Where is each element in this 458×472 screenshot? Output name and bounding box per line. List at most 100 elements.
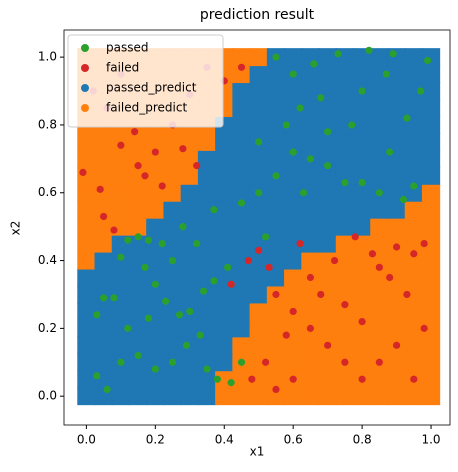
point (134, 351, 142, 360)
region-cell (404, 251, 423, 270)
point (417, 87, 425, 95)
point (96, 185, 104, 193)
region-cell (387, 65, 406, 84)
region-cell (128, 217, 148, 236)
region-cell (111, 336, 130, 355)
region-cell (318, 319, 337, 338)
region-cell (197, 302, 217, 321)
point (224, 263, 232, 271)
region-cell (335, 251, 354, 270)
point (93, 372, 101, 380)
region-cell (146, 319, 165, 338)
region-cell (421, 370, 441, 389)
region-cell (370, 99, 389, 117)
region-cell (421, 132, 441, 151)
region-cell (77, 149, 96, 168)
point (100, 294, 108, 302)
region-cell (163, 200, 182, 219)
region-cell (128, 319, 148, 338)
region-cell (163, 183, 182, 202)
region-cell (111, 319, 130, 338)
region-cell (387, 115, 406, 134)
point (272, 172, 280, 180)
region-cell (180, 387, 199, 406)
region-cell (301, 183, 320, 202)
region-cell (301, 285, 320, 304)
region-cell (353, 99, 372, 117)
region-cell (232, 200, 251, 219)
region-cell (180, 370, 199, 389)
point (237, 358, 246, 366)
x-axis-label: x1 (250, 445, 265, 459)
region-cell (128, 149, 148, 168)
point (341, 358, 349, 366)
point (199, 287, 208, 295)
region-cell (421, 217, 441, 236)
region-cell (421, 251, 441, 270)
region-cell (111, 268, 130, 287)
region-cell (353, 132, 372, 151)
point (399, 195, 408, 204)
region-cell (232, 319, 251, 338)
point (382, 70, 390, 78)
point (410, 250, 418, 258)
region-cell (284, 48, 303, 67)
point (324, 162, 332, 170)
region-cell (353, 200, 372, 219)
region-cell (284, 200, 303, 219)
region-cell (249, 217, 268, 236)
point (375, 263, 383, 271)
point (389, 50, 397, 58)
region-cell (318, 251, 337, 270)
point (420, 240, 428, 248)
region-cell (353, 65, 372, 84)
point (144, 314, 153, 322)
region-cell (163, 387, 182, 406)
point (237, 199, 246, 207)
region-cell (404, 183, 423, 202)
region-cell (421, 99, 441, 117)
region-cell (301, 353, 320, 372)
region-cell (163, 268, 182, 287)
x-tick-label: 0.0 (77, 433, 96, 447)
region-cell (266, 115, 286, 134)
region-cell (421, 353, 441, 372)
region-cell (215, 234, 234, 253)
region-cell (370, 217, 389, 236)
region-cell (163, 166, 182, 185)
region-cell (404, 65, 423, 84)
region-cell (335, 370, 354, 389)
region-cell (249, 82, 268, 101)
region-cell (387, 387, 406, 406)
region-cell (404, 166, 423, 185)
region-cell (353, 387, 372, 406)
region-cell (197, 149, 217, 168)
region-cell (249, 268, 268, 287)
legend-marker (81, 104, 89, 112)
region-cell (387, 268, 406, 287)
region-cell (318, 99, 337, 117)
region-cell (94, 200, 113, 219)
point (368, 250, 377, 258)
region-cell (404, 336, 423, 355)
point (193, 162, 201, 170)
region-cell (94, 251, 113, 270)
region-cell (404, 302, 423, 321)
region-cell (335, 115, 354, 134)
region-cell (318, 217, 337, 236)
region-cell (318, 353, 337, 372)
region-cell (180, 268, 199, 287)
region-cell (421, 65, 441, 84)
region-cell (284, 251, 303, 270)
point (375, 189, 383, 197)
region-cell (421, 149, 441, 168)
region-cell (128, 336, 148, 355)
region-cell (146, 387, 165, 406)
region-cell (77, 387, 96, 406)
region-cell (353, 336, 372, 355)
point (420, 324, 428, 332)
region-cell (404, 48, 423, 67)
y-tick-label: 0.0 (38, 389, 57, 403)
region-cell (301, 115, 320, 134)
region-cell (111, 183, 130, 202)
